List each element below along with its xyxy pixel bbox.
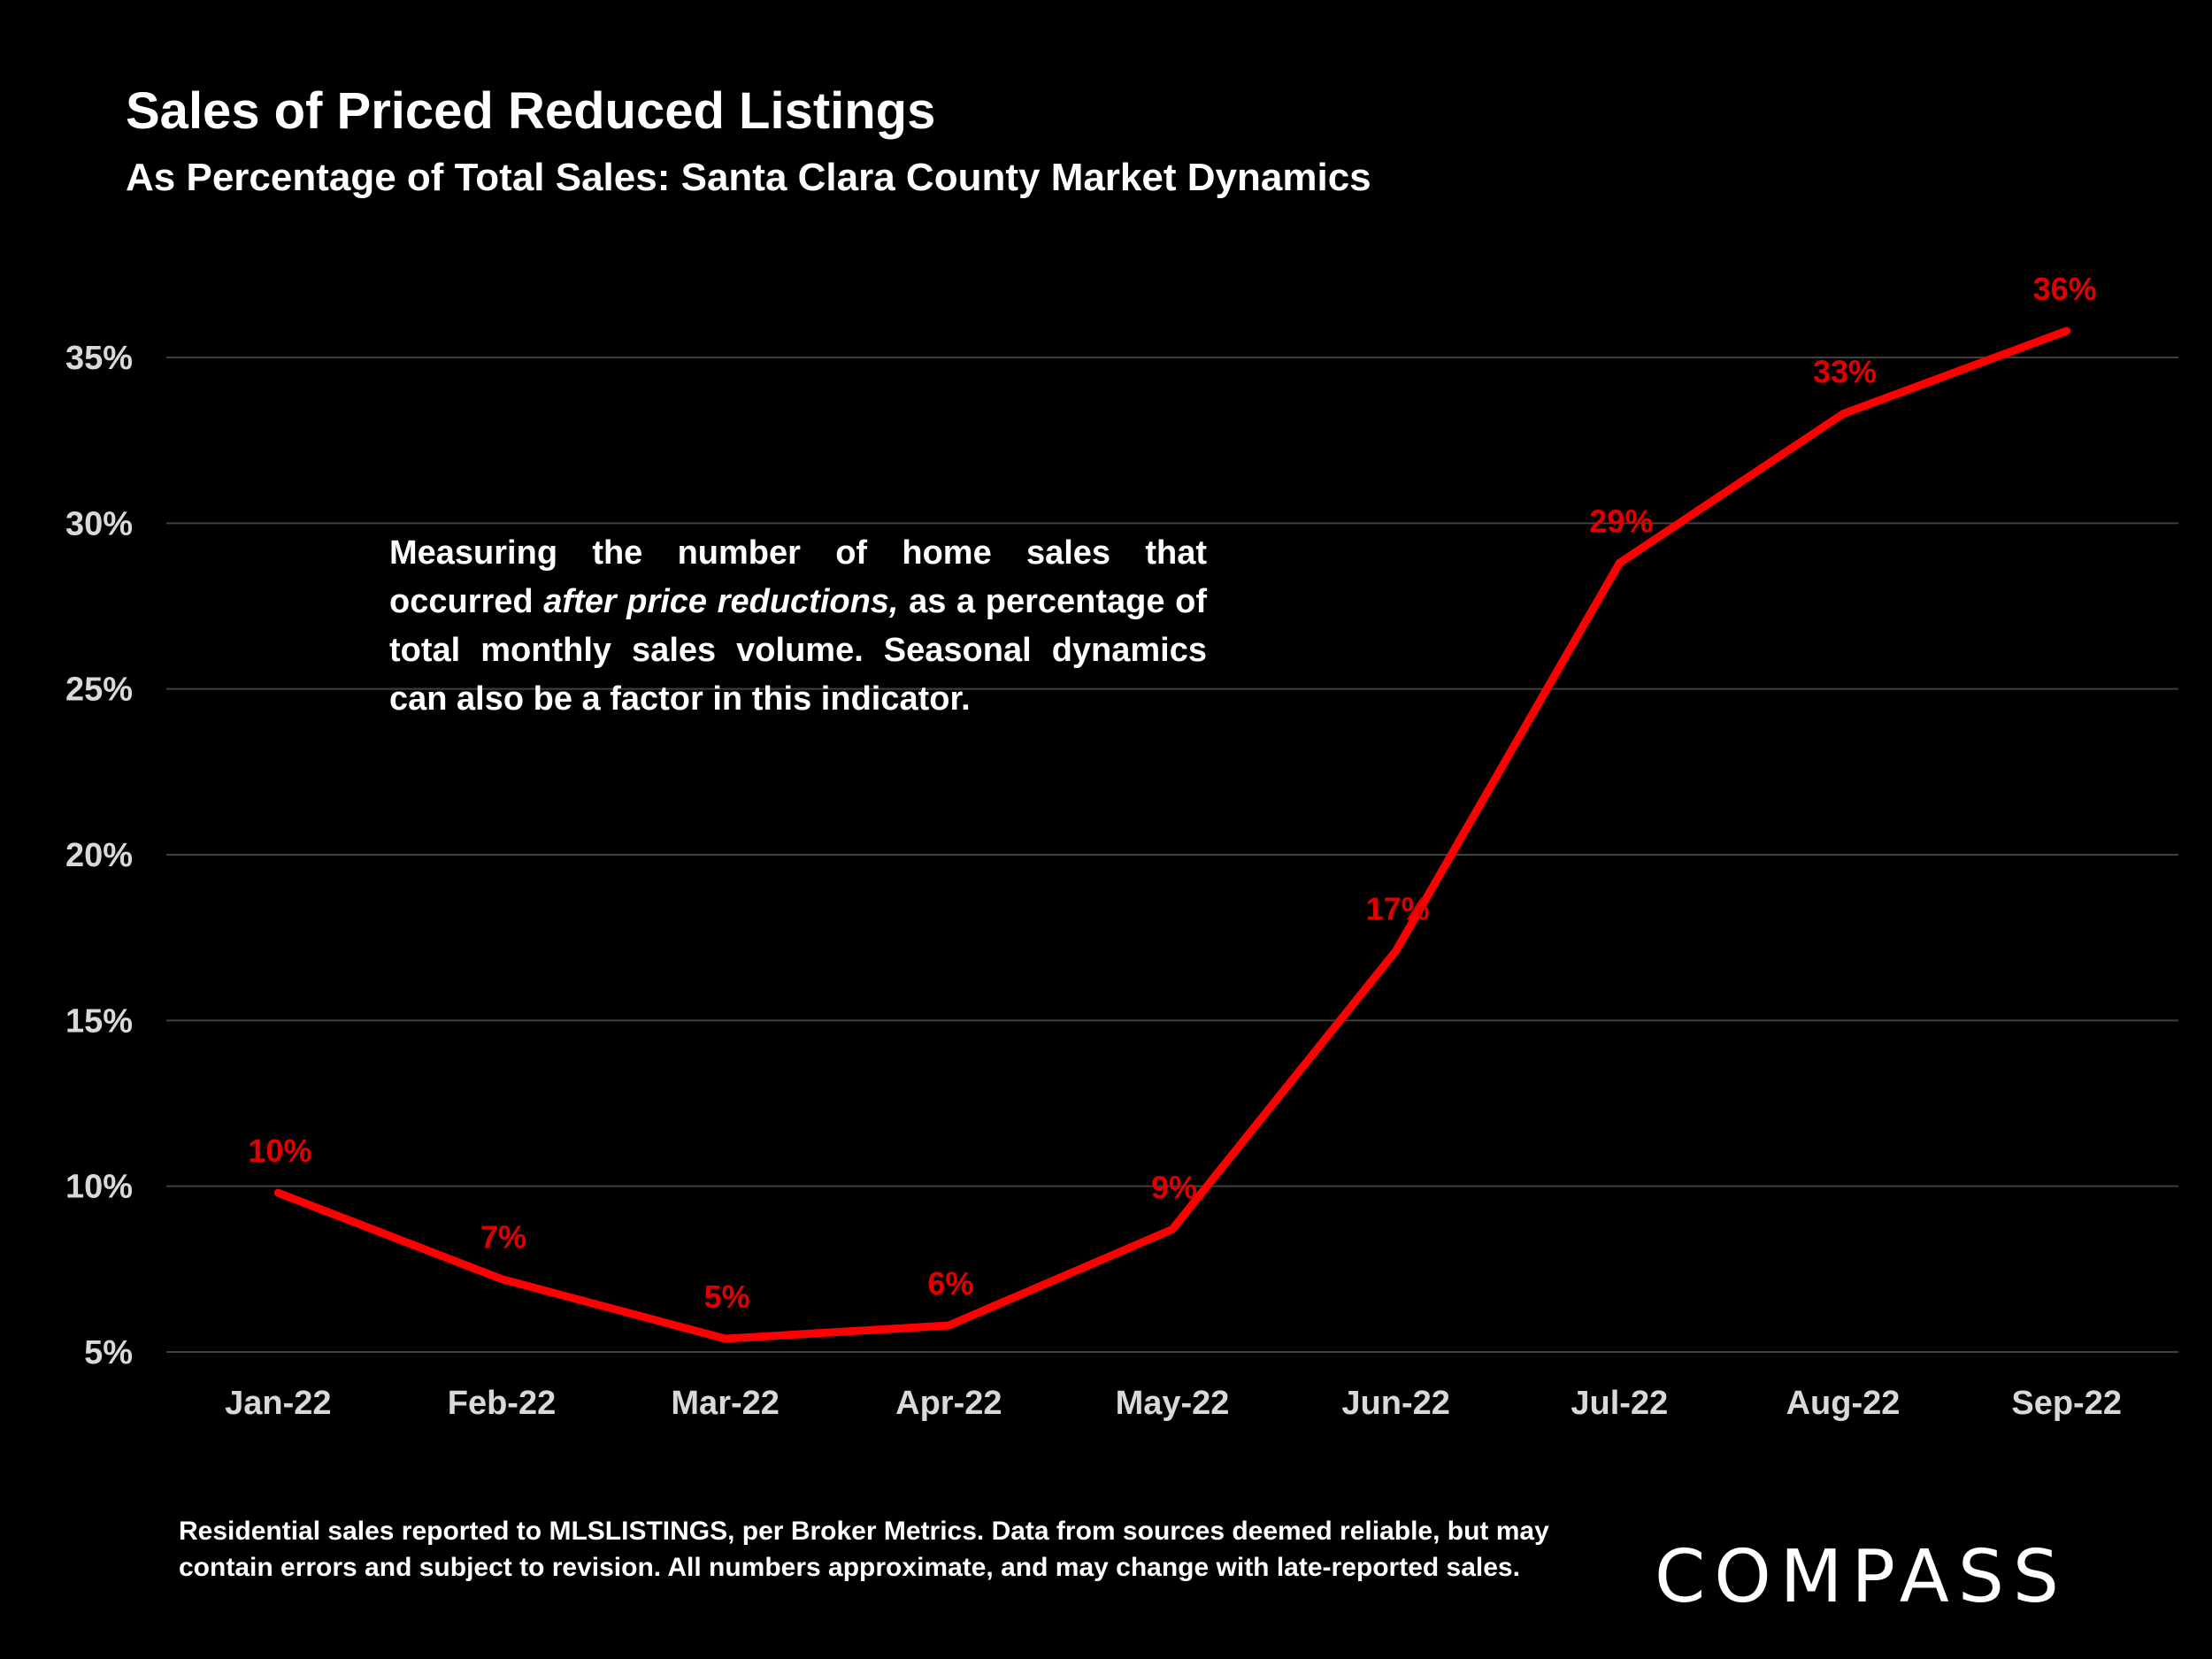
x-tick-label: Feb-22 [448, 1385, 556, 1422]
data-label: 6% [927, 1265, 973, 1302]
x-tick-label: Mar-22 [671, 1385, 780, 1422]
x-tick-label: Jul-22 [1571, 1385, 1668, 1422]
annotation-text-end: as a percentage of total monthly sales v… [389, 583, 1208, 718]
x-tick-label: Jan-22 [225, 1385, 331, 1422]
data-label: 5% [704, 1279, 750, 1315]
line-chart: 5% 10% 15% 20% 25% 30% 35% Jan-22 Feb-22 Mar-22 A… [65, 271, 2178, 1422]
data-label: 10% [248, 1133, 311, 1169]
annotation-emphasis: after price reductions, [543, 583, 899, 620]
y-tick-label: 25% [65, 672, 133, 709]
data-label: 33% [1813, 354, 1877, 390]
y-tick-label: 30% [65, 505, 133, 542]
data-label: 17% [1366, 891, 1430, 927]
source-footnote: Residential sales reported to MLSLISTING… [179, 1517, 1549, 1582]
data-labels: 10% 7% 5% 6% 9% 17% 29% 33% 36% [248, 271, 2096, 1315]
y-tick-label: 20% [65, 837, 133, 874]
data-label: 29% [1589, 503, 1653, 539]
y-tick-label: 10% [65, 1169, 133, 1206]
x-tick-label: Sep-22 [2011, 1385, 2122, 1422]
compass-logo: COMPASS [1655, 1535, 2068, 1619]
x-tick-label: Jun-22 [1341, 1385, 1449, 1422]
x-tick-label: Aug-22 [1786, 1385, 1901, 1422]
chart-subtitle: As Percentage of Total Sales: Santa Clar… [126, 156, 1371, 199]
data-label: 9% [1151, 1169, 1197, 1205]
y-axis-ticks: 5% 10% 15% 20% 25% 30% 35% [65, 340, 133, 1371]
chart-annotation: Measuring the number of home sales that … [389, 529, 1207, 724]
x-axis-ticks: Jan-22 Feb-22 Mar-22 Apr-22 May-22 Jun-22 Jul-… [225, 1385, 2122, 1422]
data-label: 7% [480, 1219, 526, 1256]
series-line-layer [273, 326, 2071, 1343]
data-label: 36% [2033, 271, 2097, 307]
annotation-text-start: Measuring the number of home sales that … [389, 534, 1207, 620]
x-tick-label: May-22 [1116, 1385, 1230, 1422]
series-line [273, 326, 2071, 1343]
y-tick-label: 15% [65, 1002, 133, 1040]
gridlines [166, 357, 2178, 1353]
y-tick-label: 35% [65, 340, 133, 377]
x-tick-label: Apr-22 [895, 1385, 1002, 1422]
chart-title: Sales of Priced Reduced Listings [126, 82, 936, 140]
y-tick-label: 5% [84, 1334, 133, 1371]
